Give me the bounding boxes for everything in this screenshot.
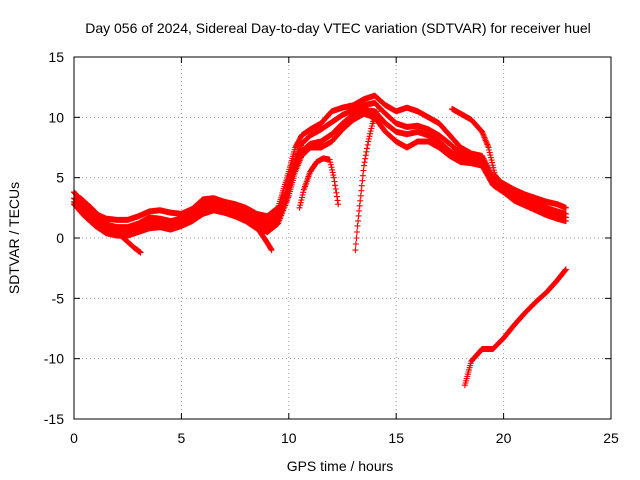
series-track-9: [461, 266, 569, 389]
x-tick-label: 25: [603, 430, 619, 446]
data-points: [71, 92, 569, 389]
x-tick-label: 10: [281, 430, 297, 446]
series-track-6: [232, 203, 275, 254]
y-tick-label: -5: [52, 290, 65, 306]
y-tick-label: 5: [56, 170, 64, 186]
grid: [74, 57, 611, 419]
series-markers: [77, 195, 144, 256]
axis-ticks: 0 5 10 15 20 25 -15 -10 -5 0 5 10 15: [44, 49, 619, 446]
x-tick-label: 15: [388, 430, 404, 446]
series-markers: [449, 105, 507, 190]
y-tick-label: 15: [48, 49, 64, 65]
y-tick-label: -10: [44, 351, 64, 367]
series-markers: [296, 155, 342, 211]
series-track-7: [296, 155, 342, 211]
x-tick-label: 20: [496, 430, 512, 446]
x-tick-label: 5: [178, 430, 186, 446]
x-axis-label: GPS time / hours: [287, 458, 394, 474]
series-markers: [461, 266, 569, 389]
chart-title: Day 056 of 2024, Sidereal Day-to-day VTE…: [85, 20, 591, 36]
y-tick-label: 10: [48, 109, 64, 125]
y-tick-label: -15: [44, 411, 64, 427]
y-axis-label: SDTVAR / TECUs: [6, 182, 22, 294]
series-track-5: [77, 195, 144, 256]
x-tick-label: 0: [70, 430, 78, 446]
series-markers: [232, 203, 275, 254]
series-track-10: [449, 105, 507, 190]
series-markers: [352, 108, 380, 254]
y-tick-label: 0: [56, 230, 64, 246]
series-track-8: [352, 108, 380, 254]
